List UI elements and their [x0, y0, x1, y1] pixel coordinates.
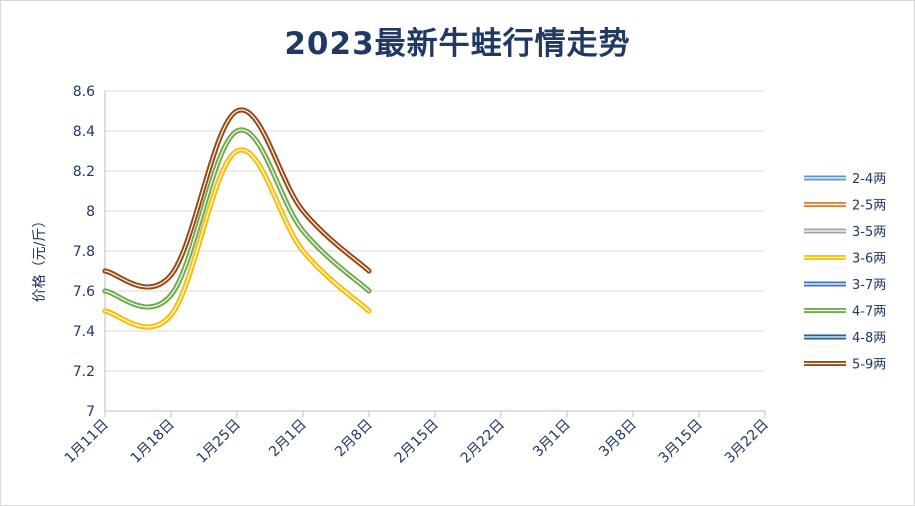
- legend-item: 3-7两: [804, 278, 886, 293]
- y-tick-label: 8: [86, 204, 95, 220]
- series-line-inner: [104, 149, 370, 328]
- legend-label: 3-7两: [852, 278, 886, 293]
- x-tick-label: 2月15日: [392, 417, 442, 467]
- legend-label: 2-5两: [852, 199, 886, 214]
- x-tick-label: 2月1日: [266, 417, 310, 461]
- y-tick-label: 7.6: [73, 284, 95, 300]
- x-tick-label: 2月8日: [332, 417, 376, 461]
- y-axis-title: 价格（元/斤）: [32, 214, 48, 303]
- y-tick-label: 7.8: [73, 244, 95, 260]
- series-lines: [102, 107, 372, 330]
- x-tick-label: 3月22日: [722, 417, 772, 467]
- legend: 2-4两 2-5两 3-5两 3-6两 3-7两 4-7两 4-8两 5-9两: [804, 172, 886, 373]
- y-tick-label: 8.6: [73, 84, 95, 100]
- y-tick-label: 8.4: [73, 124, 95, 140]
- x-tick-label: 3月8日: [596, 417, 640, 461]
- legend-label: 3-6两: [852, 252, 886, 267]
- x-tick-label: 3月15日: [656, 417, 706, 467]
- y-tick-label: 7.2: [73, 364, 95, 380]
- legend-label: 3-5两: [852, 225, 886, 240]
- x-tick-labels: 1月11日 1月18日 1月25日 2月1日 2月8日 2月15日 2月22日 3月1日 3月8…: [62, 417, 772, 467]
- series-line-inner: [104, 109, 370, 288]
- series-line-3-6两: [102, 147, 372, 330]
- y-tick-label: 7: [86, 404, 95, 420]
- y-tick-label: 7.4: [73, 324, 95, 340]
- legend-item: 4-8两: [804, 331, 886, 346]
- legend-label: 4-7两: [852, 305, 886, 320]
- series-line-4-7两: [102, 127, 372, 310]
- x-tick-label: 1月18日: [128, 417, 178, 467]
- x-tick-label: 3月1日: [530, 417, 574, 461]
- series-line-5-9两: [102, 107, 372, 290]
- legend-item: 3-6两: [804, 252, 886, 267]
- legend-item: 2-4两: [804, 172, 886, 187]
- x-tick-label: 1月11日: [62, 417, 112, 467]
- y-tick-labels: 7 7.2 7.4 7.6 7.8 8 8.2 8.4 8.6: [73, 84, 95, 420]
- legend-item: 4-7两: [804, 305, 886, 320]
- legend-label: 5-9两: [852, 358, 886, 373]
- x-tick-label: 2月22日: [458, 417, 508, 467]
- series-line-inner: [104, 129, 370, 308]
- legend-item: 5-9两: [804, 358, 886, 373]
- y-tick-label: 8.2: [73, 164, 95, 180]
- legend-label: 2-4两: [852, 172, 886, 187]
- chart-title: 2023最新牛蛙行情走势: [284, 26, 631, 62]
- legend-label: 4-8两: [852, 331, 886, 346]
- legend-item: 2-5两: [804, 199, 886, 214]
- legend-item: 3-5两: [804, 225, 886, 240]
- x-tick-label: 1月25日: [194, 417, 244, 467]
- axes: [104, 91, 766, 417]
